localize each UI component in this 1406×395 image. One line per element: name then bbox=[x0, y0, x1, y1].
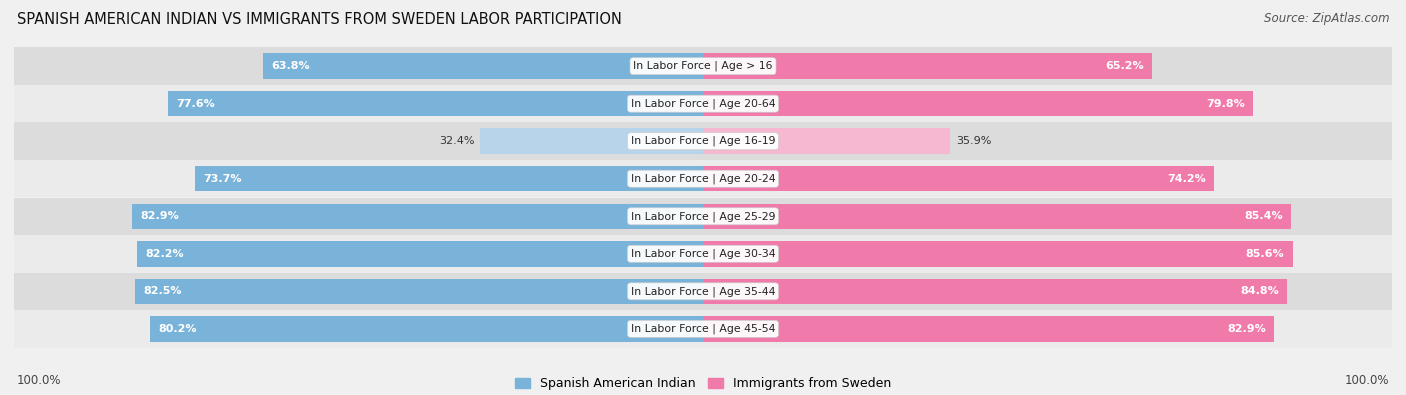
Text: 84.8%: 84.8% bbox=[1240, 286, 1279, 296]
Text: 77.6%: 77.6% bbox=[177, 99, 215, 109]
Bar bbox=[135, 278, 703, 304]
Text: 85.6%: 85.6% bbox=[1246, 249, 1285, 259]
Bar bbox=[195, 166, 703, 192]
Bar bbox=[14, 235, 1392, 273]
Bar bbox=[703, 278, 1288, 304]
Bar bbox=[136, 241, 703, 267]
Text: 85.4%: 85.4% bbox=[1244, 211, 1284, 221]
Text: 79.8%: 79.8% bbox=[1206, 99, 1244, 109]
Bar bbox=[132, 203, 703, 229]
Text: 63.8%: 63.8% bbox=[271, 61, 311, 71]
Bar bbox=[150, 316, 703, 342]
Text: In Labor Force | Age > 16: In Labor Force | Age > 16 bbox=[633, 61, 773, 71]
Bar bbox=[169, 91, 703, 117]
Bar bbox=[703, 53, 1152, 79]
Text: 82.9%: 82.9% bbox=[141, 211, 179, 221]
Text: 74.2%: 74.2% bbox=[1167, 174, 1206, 184]
Bar bbox=[703, 203, 1291, 229]
Bar bbox=[14, 273, 1392, 310]
Text: In Labor Force | Age 25-29: In Labor Force | Age 25-29 bbox=[631, 211, 775, 222]
Bar bbox=[703, 166, 1215, 192]
Text: 82.5%: 82.5% bbox=[143, 286, 181, 296]
Text: 32.4%: 32.4% bbox=[439, 136, 474, 146]
Text: 82.2%: 82.2% bbox=[145, 249, 184, 259]
Bar bbox=[263, 53, 703, 79]
Bar bbox=[703, 316, 1274, 342]
Text: In Labor Force | Age 20-64: In Labor Force | Age 20-64 bbox=[631, 98, 775, 109]
Bar bbox=[14, 122, 1392, 160]
Text: 65.2%: 65.2% bbox=[1105, 61, 1144, 71]
Text: 82.9%: 82.9% bbox=[1227, 324, 1265, 334]
Text: In Labor Force | Age 45-54: In Labor Force | Age 45-54 bbox=[631, 324, 775, 334]
Bar bbox=[14, 47, 1392, 85]
Legend: Spanish American Indian, Immigrants from Sweden: Spanish American Indian, Immigrants from… bbox=[510, 372, 896, 395]
Text: 73.7%: 73.7% bbox=[204, 174, 242, 184]
Bar bbox=[14, 85, 1392, 122]
Text: SPANISH AMERICAN INDIAN VS IMMIGRANTS FROM SWEDEN LABOR PARTICIPATION: SPANISH AMERICAN INDIAN VS IMMIGRANTS FR… bbox=[17, 12, 621, 27]
Text: 100.0%: 100.0% bbox=[17, 374, 62, 387]
Bar bbox=[479, 128, 703, 154]
Bar bbox=[703, 128, 950, 154]
Text: In Labor Force | Age 30-34: In Labor Force | Age 30-34 bbox=[631, 248, 775, 259]
Text: 80.2%: 80.2% bbox=[159, 324, 197, 334]
Text: Source: ZipAtlas.com: Source: ZipAtlas.com bbox=[1264, 12, 1389, 25]
Text: 35.9%: 35.9% bbox=[956, 136, 991, 146]
Text: 100.0%: 100.0% bbox=[1344, 374, 1389, 387]
Text: In Labor Force | Age 16-19: In Labor Force | Age 16-19 bbox=[631, 136, 775, 147]
Bar bbox=[14, 198, 1392, 235]
Text: In Labor Force | Age 35-44: In Labor Force | Age 35-44 bbox=[631, 286, 775, 297]
Bar bbox=[703, 91, 1253, 117]
Bar bbox=[703, 241, 1292, 267]
Bar bbox=[14, 310, 1392, 348]
Bar bbox=[14, 160, 1392, 198]
Text: In Labor Force | Age 20-24: In Labor Force | Age 20-24 bbox=[631, 173, 775, 184]
